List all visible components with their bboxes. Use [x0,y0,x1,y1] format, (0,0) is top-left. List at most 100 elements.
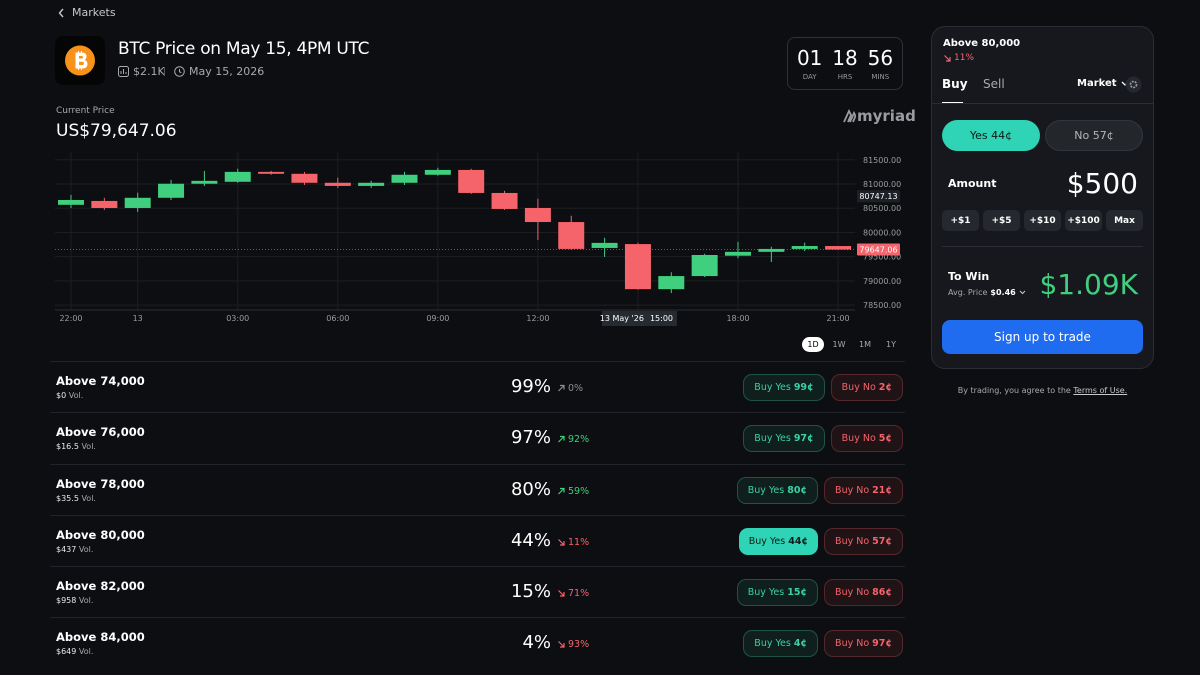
chevron-down [1019,290,1026,295]
button-label: Buy Yes [754,638,791,650]
settings-button[interactable] [1125,76,1142,93]
avg-price[interactable]: Avg. Price $0.46 [948,288,1026,297]
trade-buttons: Buy Yes 4¢ Buy No 97¢ [743,630,903,658]
trade-buttons: Buy Yes 99¢ Buy No 2¢ [743,374,903,401]
back-link[interactable]: Markets [58,6,116,19]
buy-no-button[interactable]: Buy No 57¢ [824,527,903,555]
volume-suffix: Vol. [78,647,94,657]
candle-body [224,171,251,182]
buy-no-button[interactable]: Buy No 21¢ [824,476,903,504]
arrow-path [558,590,565,597]
buy-no-button[interactable]: Buy No 2¢ [830,374,903,401]
to-win-label: To Win [948,270,990,283]
trade-buttons: Buy Yes 97¢ Buy No 5¢ [743,425,903,453]
change-text: 0% [568,383,584,394]
yes-option[interactable]: Yes 44¢ [942,120,1040,151]
no-option[interactable]: No 57¢ [1045,120,1143,151]
order-type[interactable]: Market [1077,78,1129,89]
timeframe-button[interactable]: 1W [832,340,846,349]
separator [932,103,1153,104]
volume-suffix: Vol. [78,596,94,606]
divider [164,67,165,76]
candle-body [458,169,485,193]
quick-amount-button[interactable]: +$5 [983,210,1020,231]
y-tick-label: 81500.00 [863,156,901,165]
buy-no-button[interactable]: Buy No 86¢ [824,579,903,607]
market-chance: 4% [522,632,551,654]
trend-arrow [558,436,565,443]
market-name: Above 78,000 [56,476,145,491]
market-date: May 15, 2026 [189,65,265,78]
avg-price-value: $0.46 [990,288,1016,297]
volume-suffix: Vol. [78,544,94,554]
market-name: Above 74,000 [56,374,145,388]
volume-value: $649 [56,647,77,657]
change-text: 71% [568,588,590,600]
tab-sell[interactable]: Sell [983,77,1005,91]
market-volume: $958 Vol. [56,596,93,605]
candle-body [391,174,418,183]
trade-buttons: Buy Yes 15¢ Buy No 86¢ [736,579,903,607]
clock-icon [174,66,185,77]
timeframe-button[interactable]: 1M [859,340,871,349]
terms-link[interactable]: Terms of Use. [1073,386,1128,395]
avg-price-label: Avg. Price [948,288,988,297]
arrow-path [558,384,565,392]
button-label: Buy No [841,433,876,445]
timeframe-button[interactable]: 1Y [886,340,896,349]
quick-amounts: +$1 +$5 +$10 +$100 Max [942,210,1143,231]
quick-amount-button[interactable]: Max [1106,210,1143,231]
change-text: 93% [568,639,590,651]
x-tick-label: 12:00 [526,314,549,323]
quick-amount-button[interactable]: +$10 [1024,210,1061,231]
tab-buy[interactable]: Buy [942,77,968,91]
button-price: 21¢ [872,484,892,496]
volume-value: $958 [56,596,77,606]
buy-yes-button[interactable]: Buy Yes 15¢ [736,579,819,607]
hover-tag: 80747.13 [859,192,897,201]
disclaimer-text: By trading, you agree to the [957,386,1071,395]
candle-body [825,246,852,250]
countdown-unit: 01 DAY [797,38,822,89]
signup-button[interactable]: Sign up to trade [942,320,1143,354]
button-price: 80¢ [787,484,808,496]
countdown-label: HRS [837,72,853,81]
buy-yes-button[interactable]: Buy Yes 99¢ [743,374,825,401]
x-tick-label: 03:00 [226,314,249,323]
button-price: 5¢ [878,433,892,445]
buy-no-button[interactable]: Buy No 97¢ [824,630,903,658]
buy-yes-button[interactable]: Buy Yes 97¢ [743,425,825,453]
quick-amount-button[interactable]: +$100 [1065,210,1102,231]
button-price: 97¢ [793,433,814,445]
price-label: Current Price [56,106,115,116]
market-change: 92% [557,434,589,445]
market-row: Above 80,000 $437 Vol. 44% 11% Buy Yes 44¢ Buy… [50,514,905,566]
separator [942,246,1143,247]
button-price: 44¢ [788,535,809,547]
y-tick-label: 80000.00 [863,228,901,237]
buy-yes-button[interactable]: Buy Yes 4¢ [743,630,819,658]
trend-arrow [558,487,565,495]
button-price: 4¢ [793,638,808,650]
buy-no-button[interactable]: Buy No 5¢ [830,425,903,453]
x-tick-label: 21:00 [827,314,850,323]
countdown: 01 DAY 18 HRS 56 MINS [787,37,903,90]
timeframe-button[interactable]: 1D [802,337,824,352]
candle-body [358,182,385,186]
candle-body [91,200,118,208]
button-label: Buy No [835,638,870,650]
quick-amount-button[interactable]: +$1 [942,210,979,231]
candle-body [524,207,551,223]
arrow-path [558,436,565,443]
panel-change-text: 11% [954,53,975,63]
change-text: 11% [568,536,590,548]
countdown-unit: 18 HRS [832,38,857,89]
countdown-label: DAY [802,72,817,81]
x-tick-label: 18:00 [726,314,749,323]
crosshair-date: 13 May '26 [600,314,644,323]
buy-yes-button[interactable]: Buy Yes 44¢ [738,527,819,555]
market-chance: 44% [510,529,551,551]
chevron-left [58,8,64,17]
buy-yes-button[interactable]: Buy Yes 80¢ [736,476,819,504]
candle-body [624,244,651,290]
